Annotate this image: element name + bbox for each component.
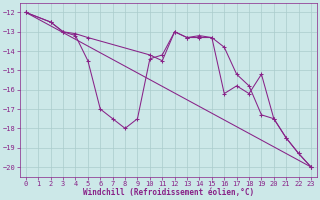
X-axis label: Windchill (Refroidissement éolien,°C): Windchill (Refroidissement éolien,°C) [83,188,254,197]
